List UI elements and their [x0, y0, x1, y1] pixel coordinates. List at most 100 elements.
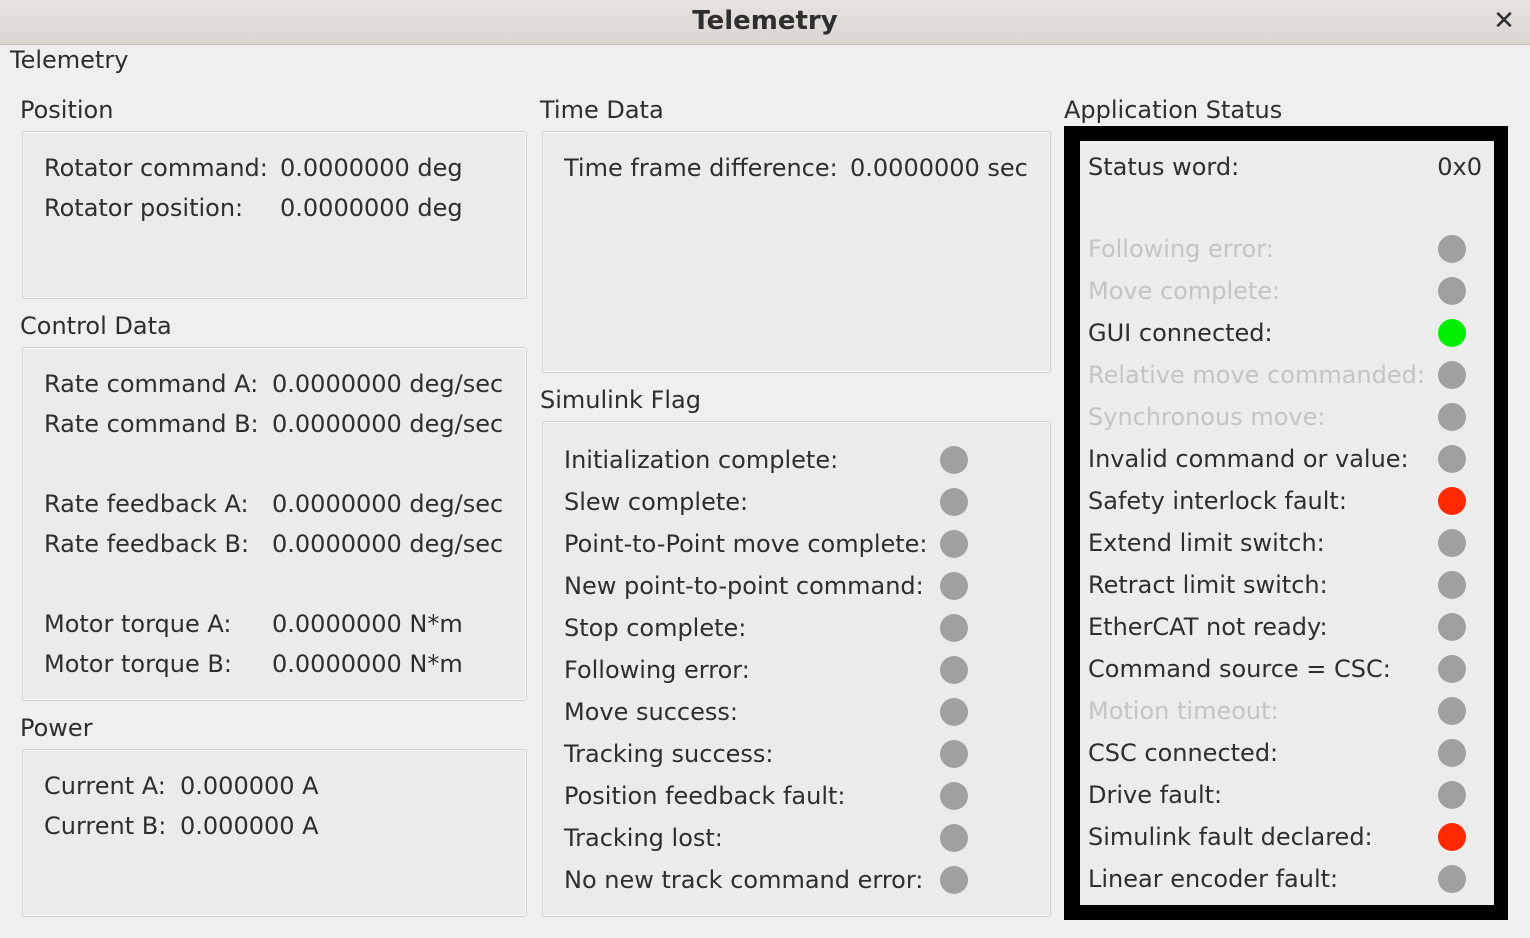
status-indicator-icon	[1438, 529, 1466, 557]
app-status-flag-row: Move complete:	[1080, 270, 1494, 312]
status-indicator-icon	[1438, 361, 1466, 389]
status-indicator-icon	[1438, 235, 1466, 263]
flag-label: Invalid command or value:	[1088, 445, 1409, 473]
app-status-flag-row: Extend limit switch:	[1080, 522, 1494, 564]
value-readout: 0.0000000 N*m	[272, 650, 463, 678]
status-indicator-icon	[940, 824, 968, 852]
value-row: Current B: 0.000000 A	[23, 806, 526, 846]
flag-label: Tracking lost:	[564, 824, 723, 852]
app-status-flag-row: CSC connected:	[1080, 732, 1494, 774]
title-bar: Telemetry ✕	[0, 0, 1530, 45]
status-indicator-icon	[940, 488, 968, 516]
position-title: Position	[20, 96, 114, 124]
flag-label: Tracking success:	[564, 740, 774, 768]
flag-label: Relative move commanded:	[1088, 361, 1425, 389]
value-readout: 0.000000 A	[180, 812, 319, 840]
value-readout: 0.0000000 deg/sec	[272, 490, 504, 518]
tab-label: Telemetry	[10, 46, 129, 74]
value-label: Current B:	[44, 812, 167, 840]
app-status-flag-row: Motion timeout:	[1080, 690, 1494, 732]
status-indicator-icon	[1438, 487, 1466, 515]
status-indicator-icon	[1438, 865, 1466, 893]
application-status-panel: Status word: 0x0 Following error: Move co…	[1080, 141, 1494, 905]
value-readout: 0.0000000 deg/sec	[272, 370, 504, 398]
time-data-group: Time frame difference: 0.0000000 sec	[542, 131, 1051, 373]
simulink-flag-row: Move success:	[543, 691, 1050, 733]
value-readout: 0.0000000 deg	[280, 154, 463, 182]
value-row: Rate feedback B: 0.0000000 deg/sec	[23, 524, 526, 564]
status-indicator-icon	[1438, 823, 1466, 851]
app-status-flag-row: Command source = CSC:	[1080, 648, 1494, 690]
status-indicator-icon	[1438, 655, 1466, 683]
value-row: Motor torque B: 0.0000000 N*m	[23, 644, 526, 684]
flag-label: Move success:	[564, 698, 738, 726]
simulink-flag-row: Following error:	[543, 649, 1050, 691]
status-indicator-icon	[1438, 277, 1466, 305]
value-label: Motor torque A:	[44, 610, 232, 638]
flag-label: Following error:	[564, 656, 750, 684]
flag-label: Extend limit switch:	[1088, 529, 1325, 557]
simulink-flag-row: Point-to-Point move complete:	[543, 523, 1050, 565]
status-indicator-icon	[1438, 739, 1466, 767]
status-indicator-icon	[940, 446, 968, 474]
app-status-flag-row: Relative move commanded:	[1080, 354, 1494, 396]
app-status-flag-row: EtherCAT not ready:	[1080, 606, 1494, 648]
app-status-flag-row: GUI connected:	[1080, 312, 1494, 354]
simulink-flag-row: Position feedback fault:	[543, 775, 1050, 817]
value-label: Time frame difference:	[564, 154, 838, 182]
value-label: Rotator position:	[44, 194, 244, 222]
value-label: Rate command A:	[44, 370, 259, 398]
value-readout: 0.0000000 deg/sec	[272, 530, 504, 558]
simulink-flag-row: Stop complete:	[543, 607, 1050, 649]
flag-label: Point-to-Point move complete:	[564, 530, 928, 558]
value-readout: 0.0000000 sec	[850, 154, 1028, 182]
flag-label: Retract limit switch:	[1088, 571, 1328, 599]
status-indicator-icon	[940, 698, 968, 726]
status-indicator-icon	[1438, 781, 1466, 809]
flag-label: New point-to-point command:	[564, 572, 924, 600]
simulink-flag-group: Initialization complete: Slew complete: Po…	[542, 421, 1051, 917]
app-status-flag-row: Invalid command or value:	[1080, 438, 1494, 480]
value-row: Current A: 0.000000 A	[23, 766, 526, 806]
value-label: Rate feedback B:	[44, 530, 250, 558]
value-label: Rate command B:	[44, 410, 259, 438]
flag-label: CSC connected:	[1088, 739, 1279, 767]
value-row: Rate command A: 0.0000000 deg/sec	[23, 364, 526, 404]
value-readout: 0.0000000 deg/sec	[272, 410, 504, 438]
value-row: Rate command B: 0.0000000 deg/sec	[23, 404, 526, 444]
close-icon[interactable]: ✕	[1493, 6, 1515, 36]
flag-label: Move complete:	[1088, 277, 1281, 305]
power-group: Current A: 0.000000 A Current B: 0.000000 A	[22, 749, 527, 917]
flag-label: Safety interlock fault:	[1088, 487, 1347, 515]
status-indicator-icon	[940, 656, 968, 684]
application-status-title: Application Status	[1064, 96, 1283, 124]
status-word-label: Status word:	[1088, 153, 1240, 181]
status-indicator-icon	[1438, 403, 1466, 431]
flag-label: Stop complete:	[564, 614, 747, 642]
status-indicator-icon	[940, 740, 968, 768]
value-row: Motor torque A: 0.0000000 N*m	[23, 604, 526, 644]
simulink-flag-row: New point-to-point command:	[543, 565, 1050, 607]
control-data-group: Rate command A: 0.0000000 deg/sec Rate com…	[22, 347, 527, 701]
status-indicator-icon	[940, 572, 968, 600]
status-indicator-icon	[1438, 445, 1466, 473]
app-status-flag-row: Synchronous move:	[1080, 396, 1494, 438]
status-indicator-icon	[940, 530, 968, 558]
app-status-flag-row: Following error:	[1080, 228, 1494, 270]
status-indicator-icon	[940, 866, 968, 894]
flag-label: EtherCAT not ready:	[1088, 613, 1328, 641]
status-indicator-icon	[1438, 697, 1466, 725]
simulink-flag-row: Initialization complete:	[543, 439, 1050, 481]
application-status-group: Status word: 0x0 Following error: Move co…	[1064, 126, 1508, 920]
flag-label: Command source = CSC:	[1088, 655, 1391, 683]
flag-label: Simulink fault declared:	[1088, 823, 1373, 851]
value-readout: 0.000000 A	[180, 772, 319, 800]
app-status-flag-row: Safety interlock fault:	[1080, 480, 1494, 522]
flag-label: GUI connected:	[1088, 319, 1273, 347]
value-row: Rate feedback A: 0.0000000 deg/sec	[23, 484, 526, 524]
flag-label: Synchronous move:	[1088, 403, 1326, 431]
window-title: Telemetry	[692, 6, 838, 36]
value-label: Current A:	[44, 772, 166, 800]
status-indicator-icon	[940, 782, 968, 810]
simulink-flag-row: Slew complete:	[543, 481, 1050, 523]
